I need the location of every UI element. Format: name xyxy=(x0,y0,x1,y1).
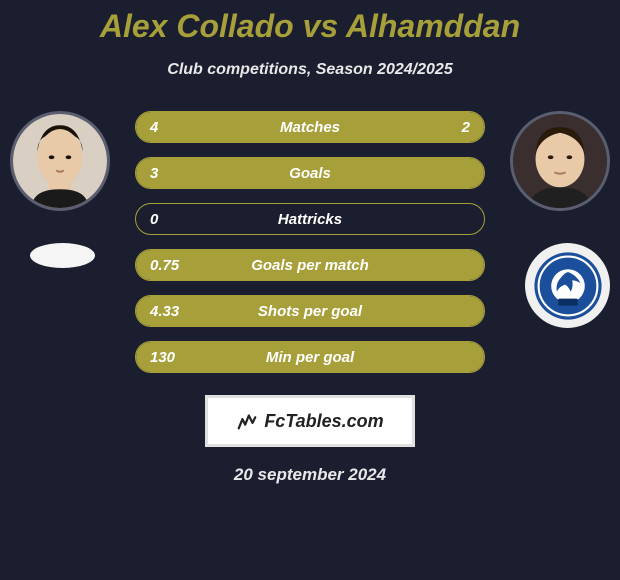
date-text: 20 september 2024 xyxy=(0,465,620,485)
branding-text: FcTables.com xyxy=(264,411,383,432)
player-right-club-badge xyxy=(525,243,610,328)
stat-row: 4 Matches 2 xyxy=(135,111,485,143)
player-left-face-icon xyxy=(13,114,107,208)
stat-value-left: 4.33 xyxy=(150,303,179,320)
stat-row: 130 Min per goal xyxy=(135,341,485,373)
stat-label: Goals xyxy=(289,165,331,182)
subtitle: Club competitions, Season 2024/2025 xyxy=(0,61,620,79)
stat-label: Shots per goal xyxy=(258,303,362,320)
stat-value-left: 0 xyxy=(150,211,158,228)
stat-label: Hattricks xyxy=(278,211,342,228)
player-right-face-icon xyxy=(513,114,607,208)
stat-value-left: 130 xyxy=(150,349,175,366)
stat-value-left: 4 xyxy=(150,119,158,136)
stat-value-right: 2 xyxy=(462,119,470,136)
stats-area: 4 Matches 2 3 Goals 0 Hattricks 0.75 Goa… xyxy=(0,111,620,373)
stat-row: 0.75 Goals per match xyxy=(135,249,485,281)
branding-box: FcTables.com xyxy=(205,395,415,447)
stat-label: Goals per match xyxy=(251,257,369,274)
stat-rows: 4 Matches 2 3 Goals 0 Hattricks 0.75 Goa… xyxy=(135,111,485,373)
stat-value-left: 0.75 xyxy=(150,257,179,274)
stat-row: 3 Goals xyxy=(135,157,485,189)
player-left-club-badge xyxy=(30,243,95,268)
player-right-avatar xyxy=(510,111,610,211)
stat-label: Matches xyxy=(280,119,340,136)
player-left-avatar xyxy=(10,111,110,211)
stat-row: 0 Hattricks xyxy=(135,203,485,235)
fctables-logo-icon xyxy=(236,410,258,432)
stat-value-left: 3 xyxy=(150,165,158,182)
stat-label: Min per goal xyxy=(266,349,354,366)
page-title: Alex Collado vs Alhamddan xyxy=(0,0,620,45)
club-right-crest-icon xyxy=(533,251,603,321)
stat-row: 4.33 Shots per goal xyxy=(135,295,485,327)
